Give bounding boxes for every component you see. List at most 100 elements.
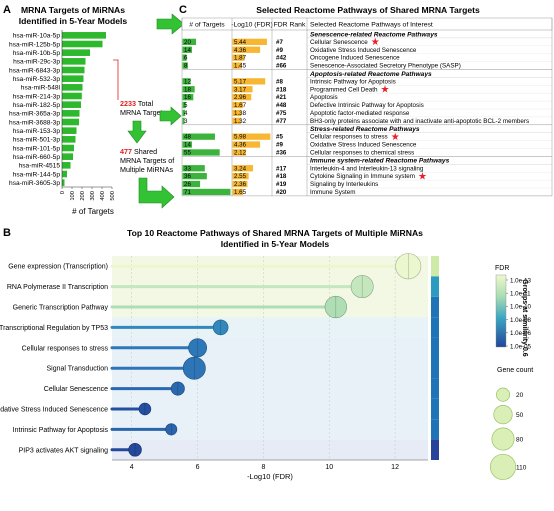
targets-bar (182, 109, 186, 117)
panel-b-title-line2: Identified in 5-Year Models (221, 239, 330, 249)
fdr-value: 2.96 (234, 94, 247, 101)
fdr-bar (232, 94, 252, 101)
fdr-value: 1.45 (234, 63, 247, 70)
targets-value: 55 (184, 150, 191, 157)
fdr-rank: #21 (276, 94, 287, 101)
chart-legend: FDR Groups at similarity 0.6 Gene count … (489, 265, 533, 480)
star-icon: ★ (371, 37, 380, 48)
table-header-cell: # of Targets (189, 22, 225, 29)
group-similarity-label: Groups at similarity 0.6 (521, 279, 528, 357)
gene-count-legend-label: 80 (516, 436, 524, 443)
fdr-rank: #20 (276, 189, 287, 196)
fdr-bar (232, 46, 261, 53)
fdr-bar (232, 141, 261, 148)
pathway-name: Signaling by Interleukins (310, 181, 378, 188)
pathway-label: Transcriptional Regulation by TP53 (0, 325, 108, 332)
pathway-label: Oxidative Stress Induced Senescence (0, 407, 108, 414)
mirna-bar (62, 58, 86, 65)
x-tick-label: 10 (325, 464, 333, 471)
targets-value: 14 (184, 142, 191, 149)
pathway-label: PIP3 activates AKT signaling (19, 447, 108, 454)
x-tick-label: 100 (70, 191, 76, 201)
mirna-label: hsa-miR-3605-3p (9, 180, 60, 187)
group-color-cell (431, 337, 439, 358)
group-color-cell (431, 296, 439, 318)
pathway-name: Oncogene Induced Senescence (310, 55, 400, 62)
pathway-name: Programmed Cell Death (310, 86, 378, 93)
group-color-cell (431, 398, 439, 420)
shared-targets-text-line2: MRNA Targets of (120, 156, 174, 165)
mirna-label: hsa-miR-532-3p (13, 76, 61, 83)
targets-value: 16 (184, 94, 191, 101)
mirna-bar (62, 153, 73, 160)
targets-bar (182, 46, 192, 53)
mirna-bar (62, 170, 67, 178)
pathway-label: Cellular Senescence (44, 386, 108, 393)
targets-value: 33 (184, 165, 191, 172)
mirna-bar (62, 49, 90, 56)
mirna-label: hsa-miR-214-3p (13, 93, 61, 100)
fdr-rank: #75 (276, 110, 287, 117)
pathway-name: Interleukin-4 and Interleukin-13 signali… (310, 165, 424, 172)
gene-count-legend-label: 20 (516, 392, 524, 399)
pathway-name: Apoptosis (310, 94, 338, 101)
mirna-label: hsa-miR-3688-3p (9, 119, 60, 126)
group-color-cell (431, 317, 439, 338)
targets-bar (182, 149, 220, 156)
targets-value: 20 (184, 39, 191, 46)
right-arrow-top-icon (156, 13, 185, 35)
fdr-value: 1.38 (234, 110, 247, 117)
fdr-value: 4.36 (234, 142, 247, 149)
mirna-label: hsa-miR-365a-3p (9, 111, 60, 118)
fdr-legend-label: 1.0e-05 (510, 343, 532, 350)
fdr-value: 2.55 (234, 173, 247, 180)
targets-value: 18 (184, 86, 191, 93)
mirna-bar (62, 75, 84, 82)
fdr-rank: #9 (276, 47, 283, 54)
targets-bar (182, 54, 187, 61)
targets-bar (182, 180, 201, 188)
table-header-cell: -Log10 (FDR) (231, 22, 273, 29)
pathway-name: Immune System (310, 189, 356, 196)
pathway-name: Senescence-Associated Secretory Phenotyp… (310, 63, 461, 70)
x-tick-label: 12 (391, 464, 399, 471)
pathway-label: Intrinsic Pathway for Apoptosis (13, 427, 109, 434)
lollipop-chart: 4 6 8 10 12 -Log10 (FDR) Gene expression (Tran… (0, 253, 439, 481)
gene-count-legend-circle (491, 427, 515, 451)
gene-count-legend-circle (493, 404, 513, 425)
total-targets-text: 2233 Total (120, 99, 153, 108)
pathway-label: RNA Polymerase II Transcription (7, 284, 108, 291)
fdr-rank: #9 (276, 142, 283, 149)
mirna-bar (62, 92, 82, 100)
gene-count-legend-circle (489, 453, 517, 480)
group-band (112, 439, 428, 460)
fdr-bar (232, 149, 246, 156)
mirna-bar (62, 144, 74, 152)
pathway-name: Cellular responses to stress (310, 134, 388, 141)
fdr-rank: #17 (276, 165, 287, 172)
panel-c-letter: C (179, 4, 187, 16)
pathway-name: Oxidative Stress Induced Senescence (310, 142, 417, 149)
shared-targets-count: 477 (120, 147, 132, 156)
mirna-bar (62, 101, 81, 108)
shared-targets-suffix: Shared (132, 147, 157, 156)
fdr-rank: #36 (276, 150, 287, 157)
fdr-legend-label: 1.0e-08 (510, 317, 532, 324)
x-tick-label: 0 (60, 191, 66, 194)
targets-bar (182, 133, 215, 140)
fdr-rank: #19 (276, 181, 287, 188)
targets-value: 71 (184, 189, 191, 196)
targets-bar (182, 117, 185, 124)
panel-a-title-line1: MRNA Targets of MiRNAs (21, 5, 125, 15)
group-heading: Apoptosis-related Reactome Pathways (309, 71, 432, 78)
fdr-bar (232, 54, 245, 61)
targets-value: 3 (184, 118, 188, 125)
mirna-label: hsa-miR-660-5p (13, 154, 61, 161)
pathway-label: Gene expression (Transcription) (8, 264, 108, 271)
x-axis-title: # of Targets (72, 207, 114, 216)
shared-targets-text: 477 Shared (120, 147, 157, 156)
panel-a: A MRNA Targets of MiRNAs Identified in 5… (3, 4, 185, 216)
mirna-label: hsa-miR-6843-3p (9, 67, 60, 74)
fdr-legend-title: FDR (495, 265, 509, 272)
mirna-bar (62, 136, 76, 143)
